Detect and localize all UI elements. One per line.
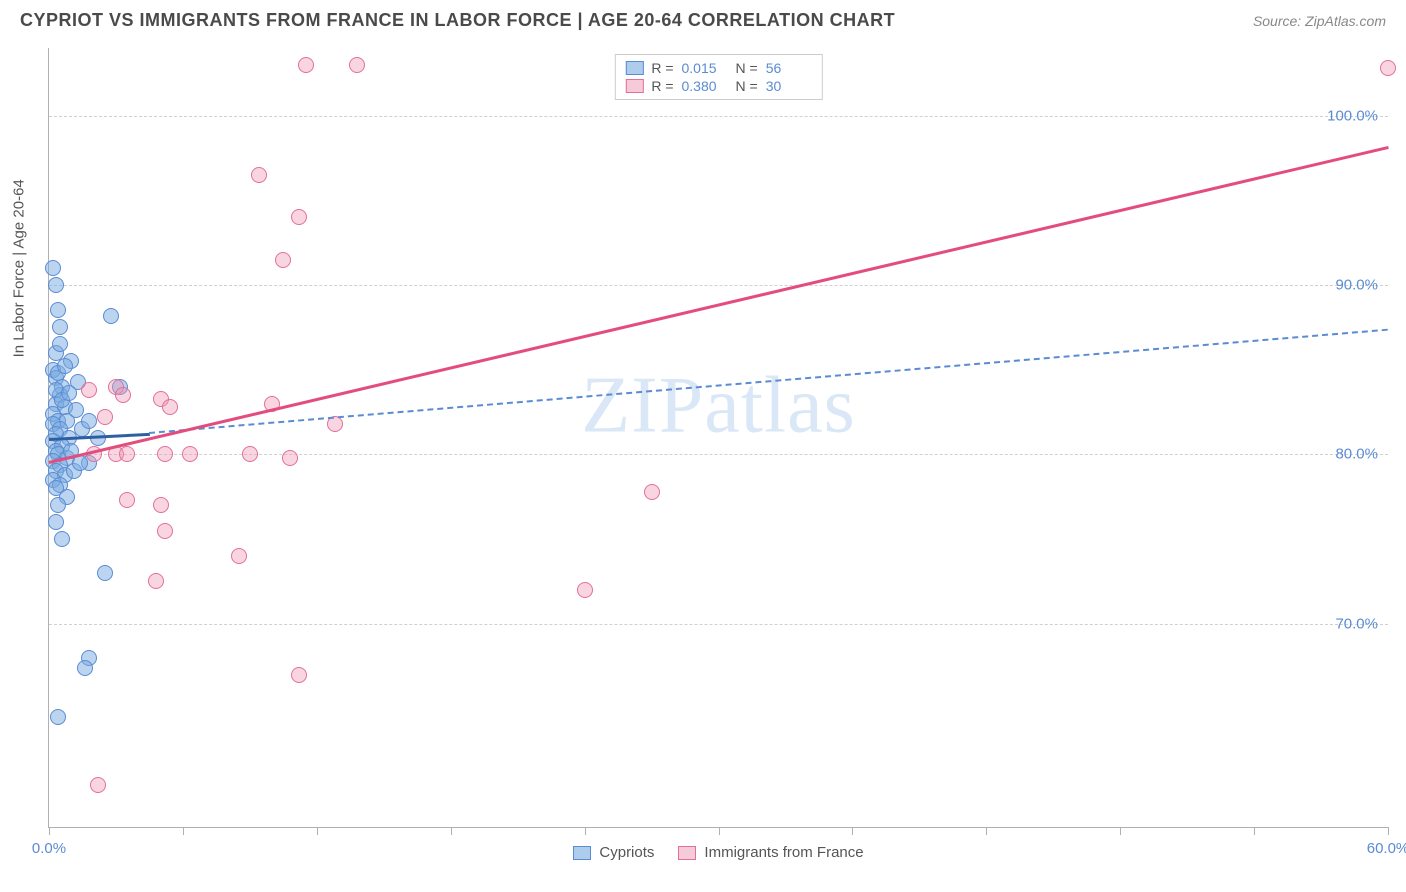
n-value-pink: 30 <box>766 78 812 94</box>
data-point-pink <box>153 497 169 513</box>
x-tick <box>317 827 318 835</box>
gridline-h <box>49 116 1388 117</box>
data-point-pink <box>119 446 135 462</box>
x-tick <box>585 827 586 835</box>
data-point-blue <box>57 358 73 374</box>
data-point-blue <box>50 302 66 318</box>
gridline-h <box>49 285 1388 286</box>
x-tick <box>852 827 853 835</box>
stats-legend-row-blue: R = 0.015 N = 56 <box>625 59 811 77</box>
data-point-blue <box>48 514 64 530</box>
data-point-pink <box>90 777 106 793</box>
data-point-pink <box>119 492 135 508</box>
data-point-pink <box>115 387 131 403</box>
y-tick-label: 70.0% <box>1335 615 1378 632</box>
stats-legend-row-pink: R = 0.380 N = 30 <box>625 77 811 95</box>
data-point-pink <box>242 446 258 462</box>
source-credit: Source: ZipAtlas.com <box>1253 13 1386 29</box>
data-point-pink <box>577 582 593 598</box>
data-point-blue <box>97 565 113 581</box>
data-point-pink <box>349 57 365 73</box>
swatch-blue-icon <box>573 846 591 860</box>
chart-title: CYPRIOT VS IMMIGRANTS FROM FRANCE IN LAB… <box>20 10 895 31</box>
y-tick-label: 90.0% <box>1335 277 1378 294</box>
data-point-pink <box>182 446 198 462</box>
y-tick-label: 100.0% <box>1327 107 1378 124</box>
data-point-pink <box>1380 60 1396 76</box>
data-point-blue <box>52 336 68 352</box>
data-point-pink <box>251 167 267 183</box>
data-point-pink <box>275 252 291 268</box>
n-value-blue: 56 <box>766 60 812 76</box>
x-tick <box>986 827 987 835</box>
data-point-pink <box>231 548 247 564</box>
data-point-blue <box>81 413 97 429</box>
data-point-blue <box>50 709 66 725</box>
trend-line <box>49 146 1389 464</box>
x-tick-label: 0.0% <box>32 840 66 857</box>
swatch-blue-icon <box>625 61 643 75</box>
series-legend: Cypriots Immigrants from France <box>49 844 1388 861</box>
gridline-h <box>49 624 1388 625</box>
x-tick <box>451 827 452 835</box>
data-point-pink <box>298 57 314 73</box>
legend-item-cypriots: Cypriots <box>573 844 654 861</box>
data-point-pink <box>291 209 307 225</box>
x-tick <box>1254 827 1255 835</box>
data-point-pink <box>291 667 307 683</box>
data-point-blue <box>54 531 70 547</box>
data-point-blue <box>61 385 77 401</box>
data-point-blue <box>50 497 66 513</box>
data-point-pink <box>157 523 173 539</box>
data-point-pink <box>282 450 298 466</box>
legend-item-france: Immigrants from France <box>678 844 863 861</box>
data-point-pink <box>97 409 113 425</box>
data-point-blue <box>52 319 68 335</box>
correlation-chart: In Labor Force | Age 20-64 ZIPatlas R = … <box>48 48 1388 828</box>
data-point-pink <box>162 399 178 415</box>
data-point-pink <box>81 382 97 398</box>
x-tick <box>1388 827 1389 835</box>
x-tick <box>719 827 720 835</box>
x-tick <box>183 827 184 835</box>
r-value-blue: 0.015 <box>682 60 728 76</box>
x-tick <box>1120 827 1121 835</box>
data-point-blue <box>48 277 64 293</box>
legend-label: Cypriots <box>599 844 654 861</box>
swatch-pink-icon <box>625 79 643 93</box>
legend-label: Immigrants from France <box>704 844 863 861</box>
x-tick-label: 60.0% <box>1367 840 1406 857</box>
watermark: ZIPatlas <box>581 361 856 452</box>
swatch-pink-icon <box>678 846 696 860</box>
r-value-pink: 0.380 <box>682 78 728 94</box>
data-point-blue <box>77 660 93 676</box>
n-label: N = <box>736 78 758 94</box>
r-label: R = <box>651 60 673 76</box>
data-point-blue <box>68 402 84 418</box>
stats-legend: R = 0.015 N = 56 R = 0.380 N = 30 <box>614 54 822 100</box>
data-point-pink <box>157 446 173 462</box>
r-label: R = <box>651 78 673 94</box>
x-tick <box>49 827 50 835</box>
y-axis-title: In Labor Force | Age 20-64 <box>11 179 28 357</box>
data-point-pink <box>644 484 660 500</box>
data-point-pink <box>148 573 164 589</box>
data-point-blue <box>103 308 119 324</box>
data-point-blue <box>45 260 61 276</box>
y-tick-label: 80.0% <box>1335 446 1378 463</box>
n-label: N = <box>736 60 758 76</box>
